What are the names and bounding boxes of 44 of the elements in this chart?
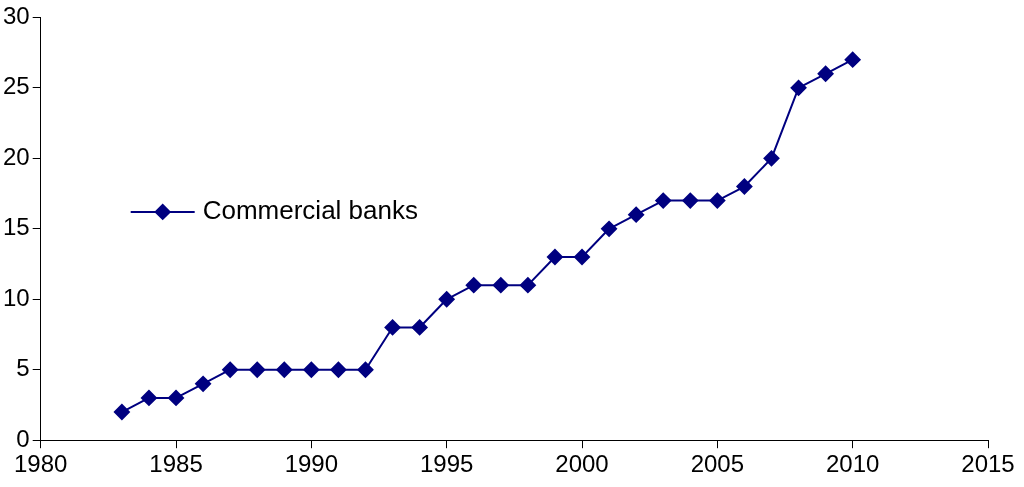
x-tick-label: 2000: [555, 450, 609, 478]
x-tick-label: 2015: [961, 450, 1015, 478]
y-tick-label: 0: [16, 424, 30, 452]
y-tick-label: 30: [2, 2, 30, 30]
point: [601, 220, 618, 237]
point: [628, 206, 645, 223]
point: [113, 404, 130, 421]
y-tick-label: 20: [2, 142, 30, 170]
point: [195, 375, 212, 392]
x-tick-label: 1980: [14, 450, 68, 478]
x-tick-label: 1995: [419, 450, 474, 478]
point: [357, 361, 374, 378]
y-tick-label: 5: [16, 354, 30, 382]
point: [682, 192, 699, 209]
y-tick-label: 10: [2, 283, 30, 311]
point: [222, 361, 239, 378]
point: [574, 248, 591, 265]
legend-label: Commercial banks: [202, 195, 418, 226]
x-tick-label: 2005: [690, 450, 745, 478]
point: [140, 389, 157, 406]
point: [763, 150, 780, 167]
point: [844, 51, 861, 68]
point: [168, 389, 185, 406]
point: [249, 361, 266, 378]
point: [303, 361, 320, 378]
x-tick-label: 1985: [149, 450, 203, 478]
point: [519, 277, 536, 294]
point: [276, 361, 293, 378]
point: [790, 79, 807, 96]
point: [736, 178, 753, 195]
point: [384, 319, 401, 336]
y-tick-label: 15: [2, 213, 30, 241]
x-tick-label: 2010: [825, 450, 880, 478]
point: [330, 361, 347, 378]
point: [492, 277, 509, 294]
point: [411, 319, 428, 336]
point: [709, 192, 726, 209]
point: [438, 291, 455, 308]
x-tick-label: 1990: [284, 450, 339, 478]
point: [817, 65, 834, 82]
point: [465, 277, 482, 294]
point: [546, 248, 563, 265]
point: [655, 192, 672, 209]
y-tick-label: 25: [2, 72, 30, 100]
